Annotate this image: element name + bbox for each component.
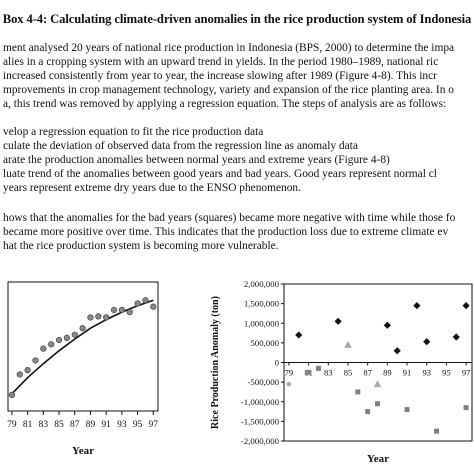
y-tick-label: -500,000 (247, 377, 279, 387)
anomaly-triangle (344, 340, 352, 348)
x-tick-label: 91 (403, 368, 412, 378)
step-item: arate the production anomalies between n… (3, 154, 390, 166)
x-tick-label: 81 (23, 420, 33, 430)
anomaly-square (375, 401, 381, 407)
x-tick-label: 85 (54, 420, 64, 430)
data-point (134, 300, 141, 307)
anomaly-diamond (452, 333, 460, 341)
y-tick-label: -2,000,000 (241, 436, 280, 446)
x-tick-label: 79 (285, 368, 294, 378)
rice-production-trend-chart: 79 81 83 85 87 89 91 93 95 97 Year (7, 281, 159, 457)
conclusion-line: hat the rice production system is becomi… (3, 240, 279, 252)
x-tick-label: 87 (70, 420, 80, 430)
data-point (8, 391, 16, 398)
data-point (24, 367, 31, 374)
data-point (79, 325, 86, 332)
x-axis-label: Year (72, 445, 94, 457)
intro-line: alies in a cropping system with an upwar… (3, 56, 439, 68)
anomaly-diamond (295, 331, 303, 339)
conclusion-line: hows that the anomalies for the bad year… (3, 212, 456, 224)
conclusion-line: became more positive over time. This ind… (3, 226, 449, 238)
y-tick-label: 0 (275, 358, 280, 368)
anomaly-square (434, 428, 440, 434)
x-tick-label: 97 (149, 420, 159, 430)
data-point (142, 297, 149, 304)
regression-line (11, 299, 154, 395)
data-point (40, 345, 47, 352)
anomaly-diamond (334, 317, 342, 325)
intro-line: increased consistently from year to year… (3, 70, 437, 82)
x-tick-label: 87 (363, 368, 372, 378)
x-tick-label: 95 (133, 420, 143, 430)
x-tick-label: 83 (39, 420, 49, 430)
x-tick-label: 93 (422, 368, 431, 378)
plot-frame (7, 281, 159, 412)
x-tick-label: 79 (7, 420, 17, 430)
intro-line: ment analysed 20 years of national rice … (3, 42, 455, 54)
x-tick-label: 95 (442, 368, 451, 378)
data-point (87, 314, 94, 321)
data-point (71, 331, 78, 338)
step-item: years represent extreme dry years due to… (3, 182, 301, 194)
rice-production-anomaly-chart: 2,000,000 1,500,000 1,000,000 500,000 0 -500,… (210, 279, 473, 465)
anomaly-square (315, 365, 321, 371)
y-tick-label: 1,500,000 (244, 299, 280, 309)
y-tick-label: -1,500,000 (241, 416, 280, 426)
anomaly-diamond (383, 321, 391, 329)
x-tick-label: 83 (324, 368, 333, 378)
data-point (55, 336, 63, 344)
data-point (95, 313, 102, 320)
data-point (103, 314, 110, 321)
anomaly-diamond (423, 338, 431, 346)
anomaly-diamond (393, 347, 401, 355)
anomaly-diamond (413, 301, 421, 310)
anomaly-triangle (373, 380, 382, 388)
anomaly-square (463, 405, 469, 411)
x-tick-label: 91 (101, 420, 111, 430)
box-title: Box 4-4: Calculating climate-driven anom… (2, 12, 472, 26)
data-point (32, 357, 39, 364)
anomaly-square (355, 389, 361, 395)
intro-line: mprovements in crop management technolog… (3, 84, 454, 96)
anomaly-circle (286, 381, 292, 387)
data-point (126, 308, 133, 316)
step-item: culate the deviation of observed data fr… (3, 140, 358, 152)
step-item: velop a regression equation to fit the r… (3, 126, 264, 138)
intro-line: a, this trend was removed by applying a … (3, 98, 447, 110)
step-item: luate trend of the anomalies between goo… (3, 168, 437, 180)
data-point (110, 306, 118, 314)
data-point (118, 306, 125, 314)
x-tick-label: 89 (86, 420, 96, 430)
y-tick-label: 2,000,000 (244, 279, 280, 289)
x-tick-label: 85 (344, 368, 353, 378)
y-tick-label: 500,000 (250, 338, 279, 348)
data-point (16, 371, 23, 378)
data-point (63, 334, 71, 342)
data-point (48, 341, 55, 348)
x-axis-label: Year (367, 453, 389, 465)
x-tick-label: 97 (462, 368, 471, 378)
x-tick-label: 89 (383, 368, 392, 378)
anomaly-diamond (462, 301, 470, 310)
data-point (150, 303, 157, 310)
y-tick-label: 1,000,000 (244, 318, 280, 328)
anomaly-square (365, 409, 371, 415)
anomaly-square (306, 369, 312, 375)
y-tick-label: -1,000,000 (241, 397, 280, 407)
anomaly-square (404, 407, 410, 413)
y-axis-label: Rice Production Anomaly (ton) (210, 296, 221, 429)
x-tick-label: 93 (117, 420, 127, 430)
